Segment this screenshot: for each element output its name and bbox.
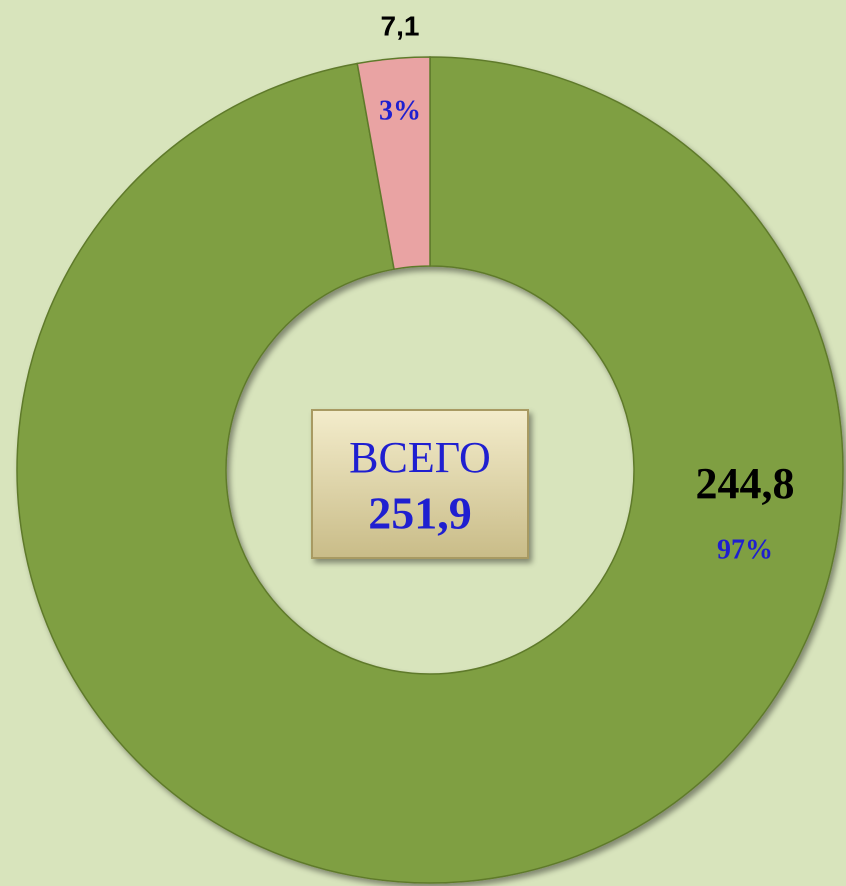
value-label: 7,1	[381, 10, 420, 41]
percent-label: 97%	[717, 534, 773, 565]
slices	[16, 56, 844, 884]
value-label: 244,8	[696, 459, 795, 508]
slice	[16, 56, 844, 884]
slice	[356, 56, 431, 271]
center-total: 251,9	[368, 488, 472, 539]
percent-label: 3%	[379, 95, 421, 126]
center-box	[311, 409, 529, 559]
center-label: ВСЕГО	[349, 433, 491, 482]
